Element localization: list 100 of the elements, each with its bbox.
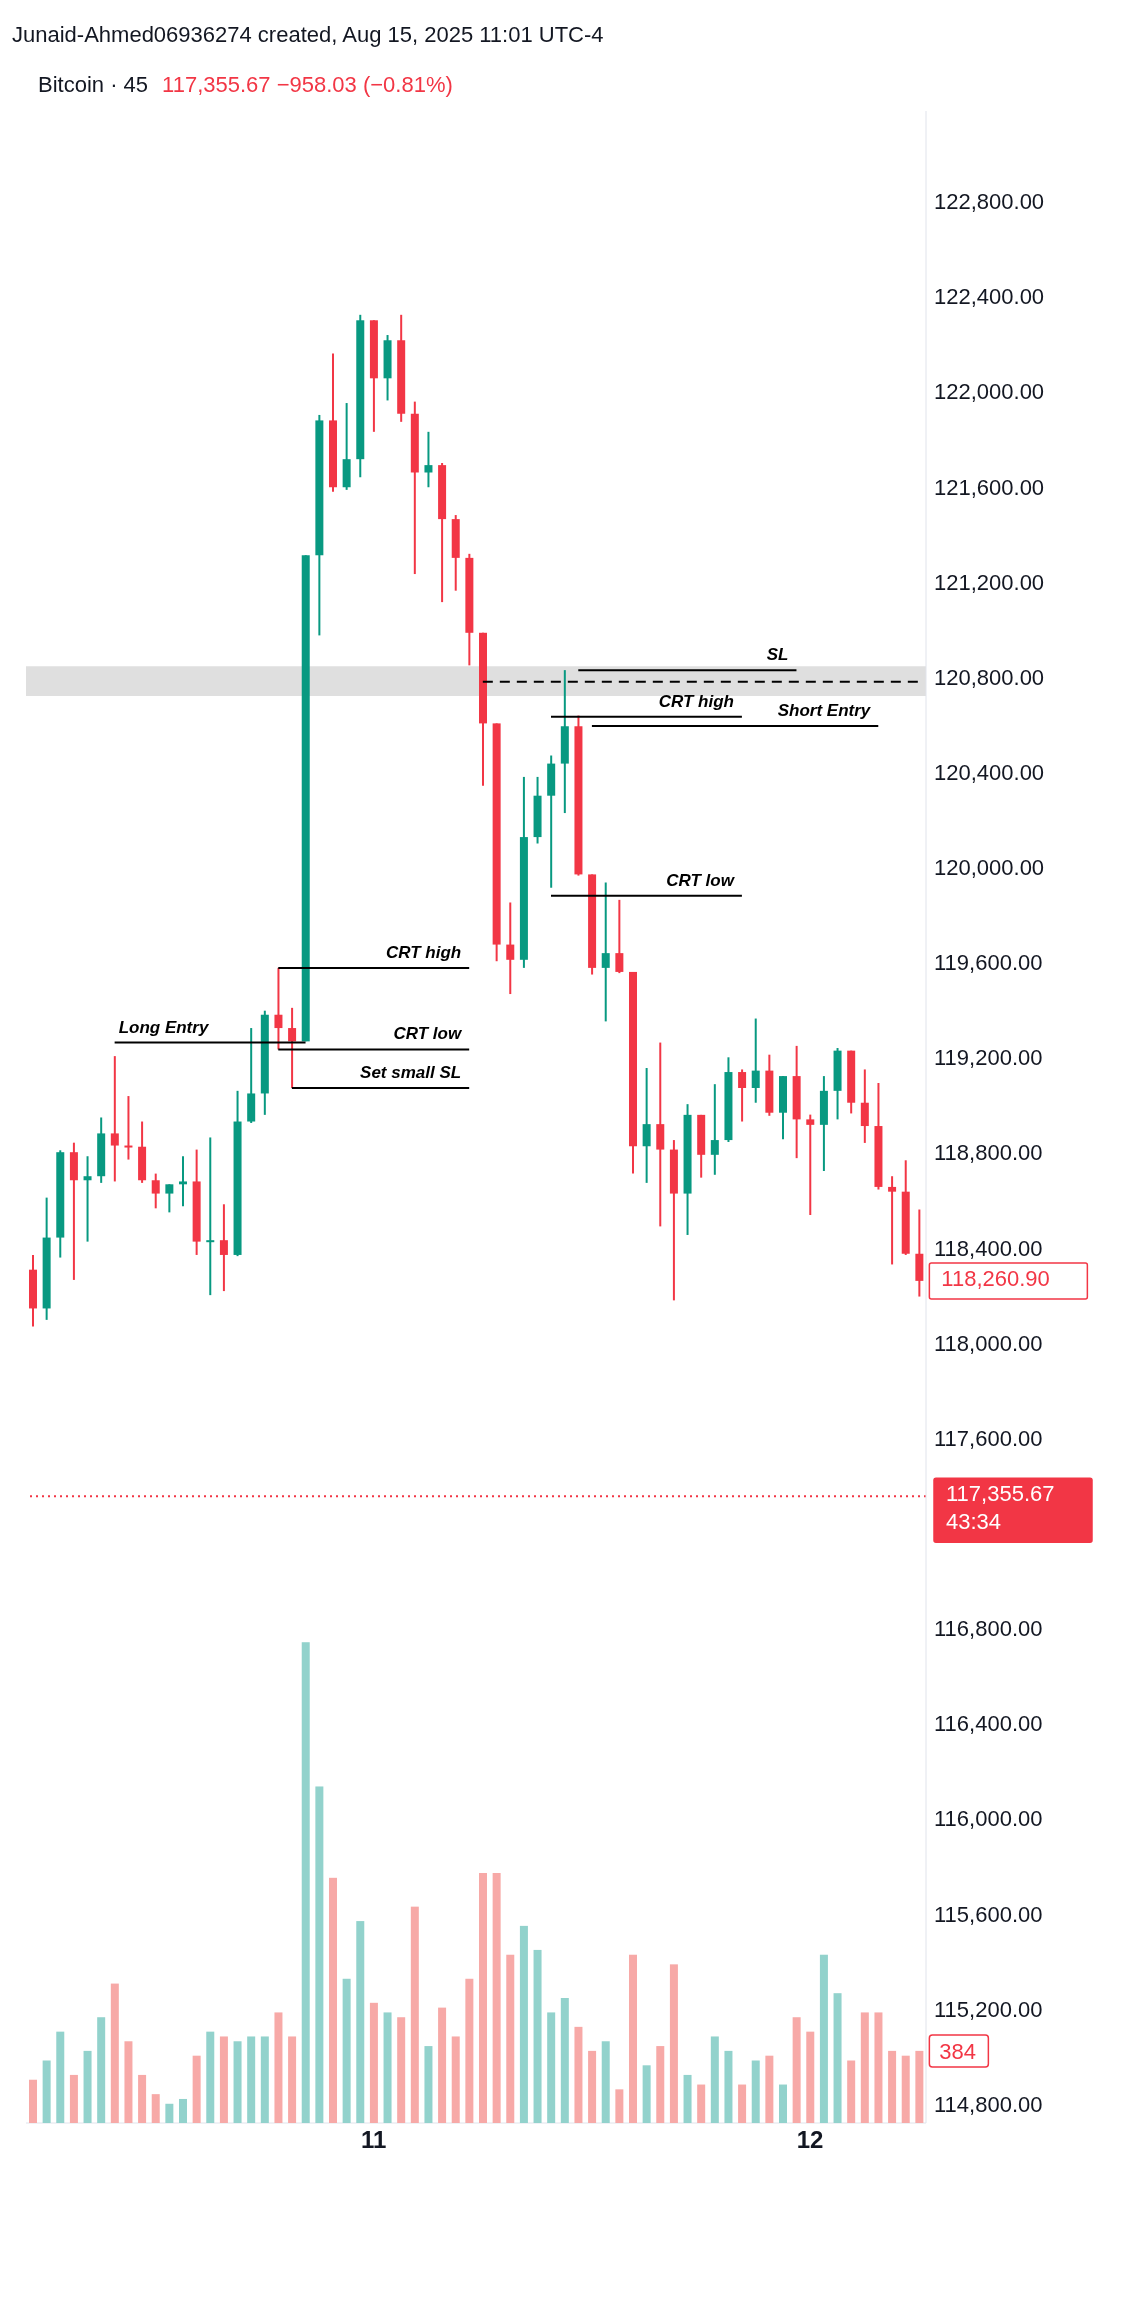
bar xyxy=(574,2026,583,2123)
ref-line-label: SL xyxy=(766,645,789,665)
bar xyxy=(110,1983,119,2123)
bar xyxy=(738,2084,747,2123)
bar xyxy=(138,2074,147,2123)
bar xyxy=(519,1925,528,2123)
ref-line-label: Set small SL xyxy=(360,1062,462,1082)
x-tick-label: 11 xyxy=(361,2126,387,2154)
bar xyxy=(247,2036,256,2123)
candlestick xyxy=(424,430,433,489)
candlestick xyxy=(738,1068,747,1123)
bar xyxy=(506,1954,515,2123)
ref-line-label: 117,355.67 43:34 xyxy=(946,1481,1055,1535)
bar xyxy=(97,2017,106,2123)
y-tick-label: 122,400.00 xyxy=(934,284,1045,310)
candlestick xyxy=(83,1155,92,1243)
y-tick-label: 121,600.00 xyxy=(934,474,1045,500)
bar xyxy=(274,2012,283,2123)
bar xyxy=(315,1786,324,2123)
y-tick-label: 117,600.00 xyxy=(934,1425,1043,1451)
candlestick xyxy=(165,1183,174,1214)
bar xyxy=(260,2036,269,2123)
ref-line-label: CRT high xyxy=(658,691,734,711)
bar xyxy=(151,2094,160,2123)
bar xyxy=(915,2050,924,2123)
bar xyxy=(206,2031,215,2123)
bar xyxy=(710,2036,719,2123)
candlestick xyxy=(506,901,515,996)
y-tick-label: 121,200.00 xyxy=(934,569,1045,595)
candlestick xyxy=(206,1136,215,1297)
bar xyxy=(424,2046,433,2123)
candlestick xyxy=(274,966,283,1051)
bar xyxy=(642,2065,651,2123)
y-tick-label: 114,800.00 xyxy=(934,2091,1043,2117)
bar xyxy=(669,1964,678,2123)
bar xyxy=(383,2012,392,2123)
text: Junaid-Ahmed06936274 created, Aug 15, 2025 11:01 UTC-4 xyxy=(12,22,604,48)
y-tick-label: 119,600.00 xyxy=(934,950,1043,976)
ref-line-label: CRT low xyxy=(666,870,736,890)
bar xyxy=(83,2050,92,2123)
candlestick xyxy=(124,1095,133,1161)
ref-line-label: CRT low xyxy=(393,1024,463,1044)
candlestick xyxy=(615,898,624,975)
bar xyxy=(492,1873,501,2123)
bar xyxy=(369,2002,378,2123)
bar xyxy=(683,2074,692,2123)
bar xyxy=(124,2041,133,2123)
bar xyxy=(342,1978,351,2123)
text: 384 xyxy=(939,2038,977,2064)
y-tick-label: 118,000.00 xyxy=(934,1330,1043,1356)
bar xyxy=(465,1978,474,2123)
candlestick xyxy=(151,1172,160,1210)
bar xyxy=(329,1877,337,2123)
text: 118,260.90 xyxy=(941,1265,1050,1291)
candlestick xyxy=(888,1175,897,1266)
bar xyxy=(751,2060,760,2123)
y-tick-label: 120,000.00 xyxy=(934,855,1045,881)
x-tick-label: 12 xyxy=(796,2126,824,2154)
y-tick-label: 122,000.00 xyxy=(934,379,1045,405)
candlestick xyxy=(860,1068,869,1144)
bar xyxy=(847,2060,856,2123)
candlestick xyxy=(601,881,610,1023)
bar xyxy=(888,2050,897,2123)
bar xyxy=(601,2041,610,2123)
bar xyxy=(779,2084,787,2123)
chart-title: Bitcoin · 45 xyxy=(38,72,149,97)
bar xyxy=(165,2103,174,2123)
bar xyxy=(547,2012,556,2123)
y-tick-label: 116,400.00 xyxy=(934,1711,1043,1737)
y-tick-label: 116,800.00 xyxy=(934,1616,1043,1642)
y-tick-label: 116,000.00 xyxy=(934,1806,1043,1832)
bar xyxy=(479,1873,487,2123)
ref-line-label: Long Entry xyxy=(118,1017,210,1037)
y-tick-label: 120,400.00 xyxy=(934,759,1045,785)
bar xyxy=(806,2031,815,2123)
candlestick xyxy=(642,1067,651,1184)
bar xyxy=(697,2084,706,2123)
bar xyxy=(56,2031,65,2123)
y-tick-label: 115,600.00 xyxy=(934,1901,1043,1927)
y-tick-label: 118,800.00 xyxy=(934,1140,1043,1166)
bar xyxy=(765,2055,774,2123)
bar xyxy=(438,2007,447,2123)
bar xyxy=(833,1993,842,2123)
candlestick xyxy=(806,1113,815,1216)
bar xyxy=(288,2036,297,2123)
candlestick xyxy=(110,1055,119,1183)
y-tick-label: 119,200.00 xyxy=(934,1045,1043,1071)
bar xyxy=(874,2012,883,2123)
bar xyxy=(219,2036,228,2123)
candlestick xyxy=(179,1155,187,1208)
bar xyxy=(533,1949,542,2123)
bar xyxy=(397,2017,406,2123)
bar xyxy=(451,2036,460,2123)
bar xyxy=(901,2055,910,2123)
bar xyxy=(615,2089,624,2123)
ref-line-label: CRT high xyxy=(385,942,462,962)
bar xyxy=(233,2041,242,2123)
y-tick-label: 118,400.00 xyxy=(934,1235,1043,1261)
bar xyxy=(42,2060,51,2123)
ref-line-label: Short Entry xyxy=(777,701,872,721)
